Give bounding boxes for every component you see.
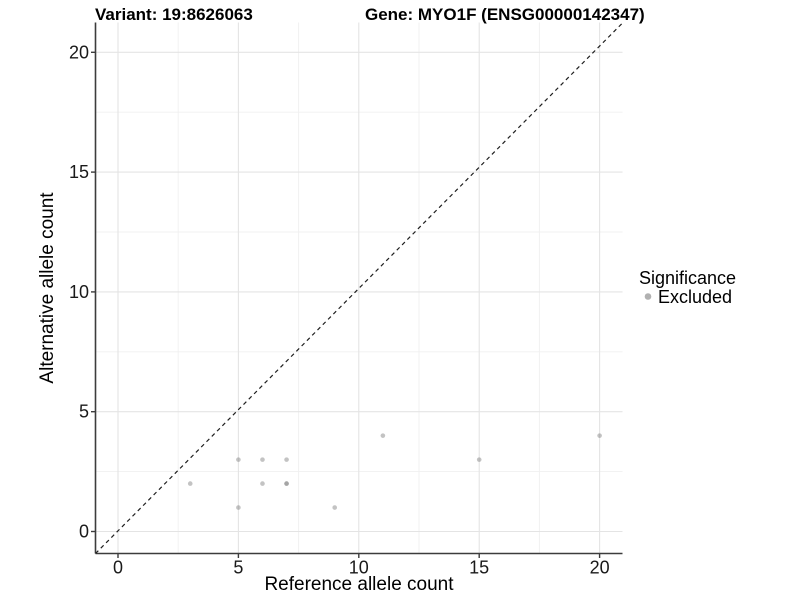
x-tick-label: 10 [349,558,369,578]
plot-title-gene: Gene: MYO1F (ENSG00000142347) [365,5,645,24]
data-points-layer [187,433,602,510]
x-tick-label: 5 [233,558,243,578]
gridlines-layer [95,22,623,554]
plot-title-variant: Variant: 19:8626063 [95,5,253,24]
x-tick-label: 20 [590,558,610,578]
identity-dashed-line [95,22,624,554]
identity-line-layer [95,22,624,554]
legend-title: Significance [639,268,736,288]
data-point [236,505,241,510]
data-point [260,457,265,462]
data-point [332,505,338,510]
y-tick-label: 5 [79,402,89,422]
data-point [284,481,289,486]
legend-point-swatch-icon [644,293,652,300]
y-tick-label: 0 [79,522,89,542]
tick-labels-layer: 0 5 10 15 20 0 5 10 15 20 [69,42,610,577]
data-point [597,433,602,438]
data-point [476,457,482,462]
data-point [236,457,241,462]
y-tick-label: 20 [69,42,89,62]
legend: Significance Excluded [639,268,736,307]
y-tick-label: 15 [69,162,89,182]
legend-item-label: Excluded [658,287,732,307]
data-point [284,457,289,462]
x-axis-label: Reference allele count [264,574,454,595]
data-point [187,481,193,486]
data-point [260,481,265,486]
x-tick-label: 0 [113,558,123,578]
y-tick-label: 10 [69,282,89,302]
x-tick-label: 15 [469,558,489,578]
data-point [380,433,386,438]
y-axis-label: Alternative allele count [37,192,58,384]
axes-layer [91,22,623,558]
